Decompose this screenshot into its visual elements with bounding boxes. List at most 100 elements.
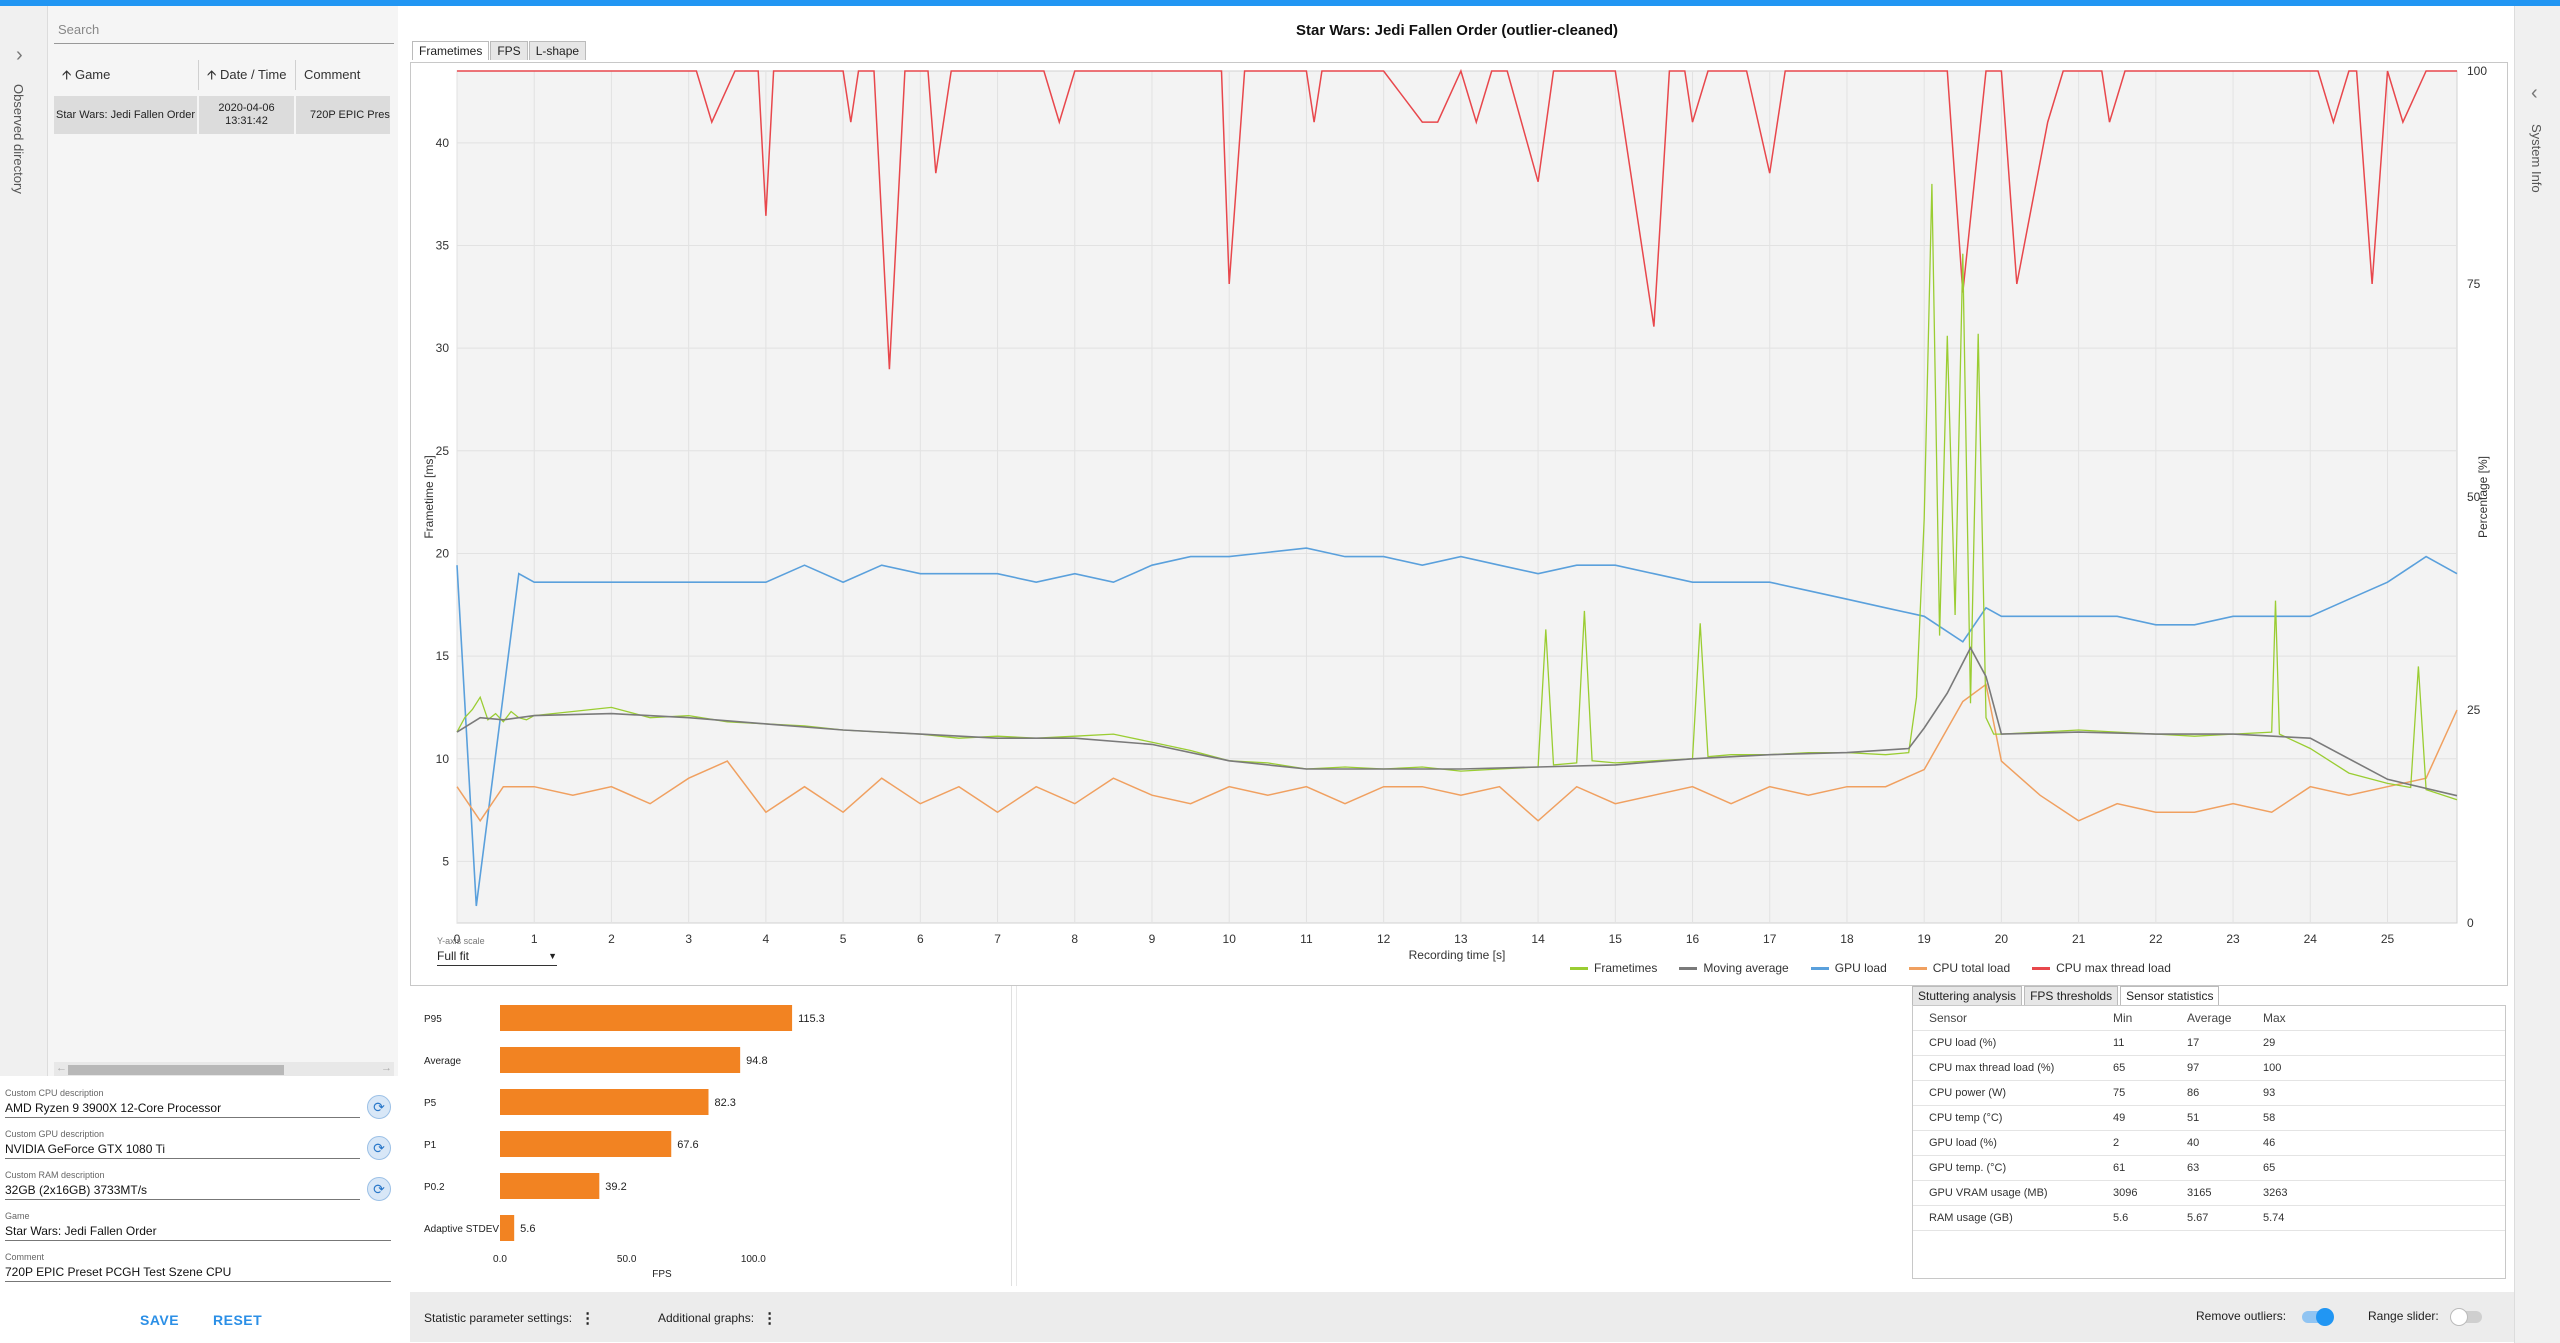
table-cell: 97 [2187,1062,2200,1074]
table-cell: 86 [2187,1087,2200,1099]
table-row[interactable]: GPU VRAM usage (MB) 3096 3165 3263 [1913,1181,2505,1206]
scrollbar-thumb[interactable] [68,1065,284,1075]
bar [500,1215,515,1241]
table-row[interactable]: CPU load (%) 11 17 29 [1913,1031,2505,1056]
table-cell: 75 [2113,1087,2126,1099]
ram-description-field[interactable]: Custom RAM description 32GB (2x16GB) 373… [5,1170,360,1200]
table-row[interactable]: CPU max thread load (%) 65 97 100 [1913,1056,2505,1081]
top-accent-bar [0,0,2560,6]
table-cell: GPU temp. (°C) [1929,1162,2007,1174]
table-cell: 51 [2187,1112,2200,1124]
observed-directory-label[interactable]: Observed directory [11,84,26,194]
search-input[interactable]: Search [54,18,394,44]
table-cell: 29 [2263,1037,2276,1049]
plot-area [456,70,2458,924]
scroll-right-icon[interactable]: → [381,1062,392,1074]
tab-sensor-statistics[interactable]: Sensor statistics [2120,986,2220,1005]
tab-frametimes[interactable]: Frametimes [412,41,490,60]
legend-swatch [1810,966,1829,970]
tab-fps-thresholds[interactable]: FPS thresholds [2024,986,2119,1005]
row-date: 2020-04-06 13:31:42 [199,96,296,134]
table-row[interactable]: GPU load (%) 2 40 46 [1913,1131,2505,1156]
column-comment[interactable]: Comment [304,67,361,82]
more-vertical-icon[interactable]: ⋮ [580,1310,596,1327]
system-info-strip[interactable]: ‹ System Info [2514,6,2560,1343]
frametime-chart[interactable]: 0 1 2 3 4 5 6 7 8 9 10 11 12 13 14 15 16 17 18 19 20 21 22 23 24… [411,63,2507,985]
table-cell: 5.74 [2263,1212,2285,1224]
remove-outliers-toggle[interactable] [2302,1308,2334,1326]
y-tick-label: 5 [442,854,449,868]
gpu-description-field[interactable]: Custom GPU description NVIDIA GeForce GT… [5,1129,360,1159]
bar-value-label: 115.3 [798,1013,825,1025]
legend-item[interactable]: GPU load [1810,961,1887,975]
bar-category-label: P95 [424,1014,442,1025]
x-tick-label: 25 [2381,932,2395,946]
system-info-label[interactable]: System Info [2529,124,2544,193]
row-comment: 720P EPIC Preset PCGH Test Szene CPU [296,96,392,134]
x-tick-label: 11 [1300,932,1313,946]
refresh-ram-icon[interactable]: ⟳ [367,1177,391,1201]
x-tick-label: 6 [917,932,924,946]
comment-field[interactable]: Comment 720P EPIC Preset PCGH Test Szene… [5,1252,391,1282]
x-tick-label: 15 [1609,932,1623,946]
series-line-cpu-total-load [456,683,2458,823]
y-axis-scale-control[interactable]: Y-axis scale Full fit ▼ [437,936,557,966]
legend-label: CPU max thread load [2056,961,2171,975]
refresh-gpu-icon[interactable]: ⟳ [367,1136,391,1160]
table-row[interactable]: Star Wars: Jedi Fallen Order 2020-04-06 … [54,96,394,134]
legend-label: GPU load [1834,961,1887,975]
bar [500,1131,672,1157]
cpu-description-field[interactable]: Custom CPU description AMD Ryzen 9 3900X… [5,1088,360,1118]
x-tick-label: 1 [531,932,538,946]
table-row[interactable]: CPU temp (°C) 49 51 58 [1913,1106,2505,1131]
observed-directory-strip[interactable]: › Observed directory [0,6,48,1076]
legend-item[interactable]: CPU total load [1908,961,2010,975]
x-tick-label: 12 [1377,932,1391,946]
chevron-left-icon[interactable]: ‹ [2531,82,2538,104]
reset-button[interactable]: RESET [213,1312,263,1328]
legend-item[interactable]: Frametimes [1570,961,1657,975]
table-cell: 5.6 [2113,1212,2129,1224]
tab-fps[interactable]: FPS [490,41,528,60]
game-field[interactable]: Game Star Wars: Jedi Fallen Order [5,1211,391,1241]
table-row[interactable]: RAM usage (GB) 5.6 5.67 5.74 [1913,1206,2505,1231]
save-button[interactable]: SAVE [140,1312,180,1328]
tab-stuttering-analysis[interactable]: Stuttering analysis [1912,986,2023,1005]
table-cell: CPU load (%) [1929,1037,1997,1049]
y-tick-label: 40 [436,136,450,150]
statistics-panel: Stuttering analysis FPS thresholds Senso… [1912,986,2506,1282]
y-axis-scale-select[interactable]: Full fit ▼ [437,946,557,966]
range-slider-toggle[interactable] [2450,1308,2482,1326]
table-cell: 61 [2113,1162,2126,1174]
horizontal-scrollbar[interactable]: ← → [54,1062,394,1078]
x-tick-label: 22 [2149,932,2163,946]
x-tick-label: 16 [1686,932,1700,946]
y-tick-label: 30 [436,341,450,355]
table-cell: 63 [2187,1162,2200,1174]
legend-swatch [1570,966,1588,970]
refresh-cpu-icon[interactable]: ⟳ [367,1095,391,1119]
tab-l-shape[interactable]: L-shape [528,41,587,60]
x-tick-label: 5 [840,932,847,946]
row-game: Star Wars: Jedi Fallen Order [54,96,199,134]
x-tick-label: 10 [1223,932,1237,946]
additional-graphs[interactable]: Additional graphs: ⋮ [658,1310,778,1327]
table-row[interactable]: GPU temp. (°C) 61 63 65 [1913,1156,2505,1181]
table-cell: 65 [2113,1062,2126,1074]
table-cell: 5.67 [2187,1212,2209,1224]
legend-item[interactable]: CPU max thread load [2032,961,2171,975]
column-date[interactable]: 🡩 Date / Time [199,60,296,90]
column-game[interactable]: 🡩 Game [54,60,199,90]
scroll-left-icon[interactable]: ← [56,1062,67,1074]
x-tick-label: 24 [2304,932,2318,946]
legend-swatch [1908,966,1927,970]
legend-item[interactable]: Moving average [1679,961,1789,975]
table-row[interactable]: CPU power (W) 75 86 93 [1913,1081,2505,1106]
bar-value-label: 82.3 [714,1097,735,1109]
more-vertical-icon[interactable]: ⋮ [762,1310,778,1327]
table-header: Sensor Min Average Max [1913,1006,2505,1031]
chevron-right-icon[interactable]: › [16,44,23,66]
table-cell: 11 [2113,1037,2125,1049]
y2-tick-label: 0 [2467,916,2474,930]
statistic-parameter-settings[interactable]: Statistic parameter settings: ⋮ [424,1310,596,1327]
